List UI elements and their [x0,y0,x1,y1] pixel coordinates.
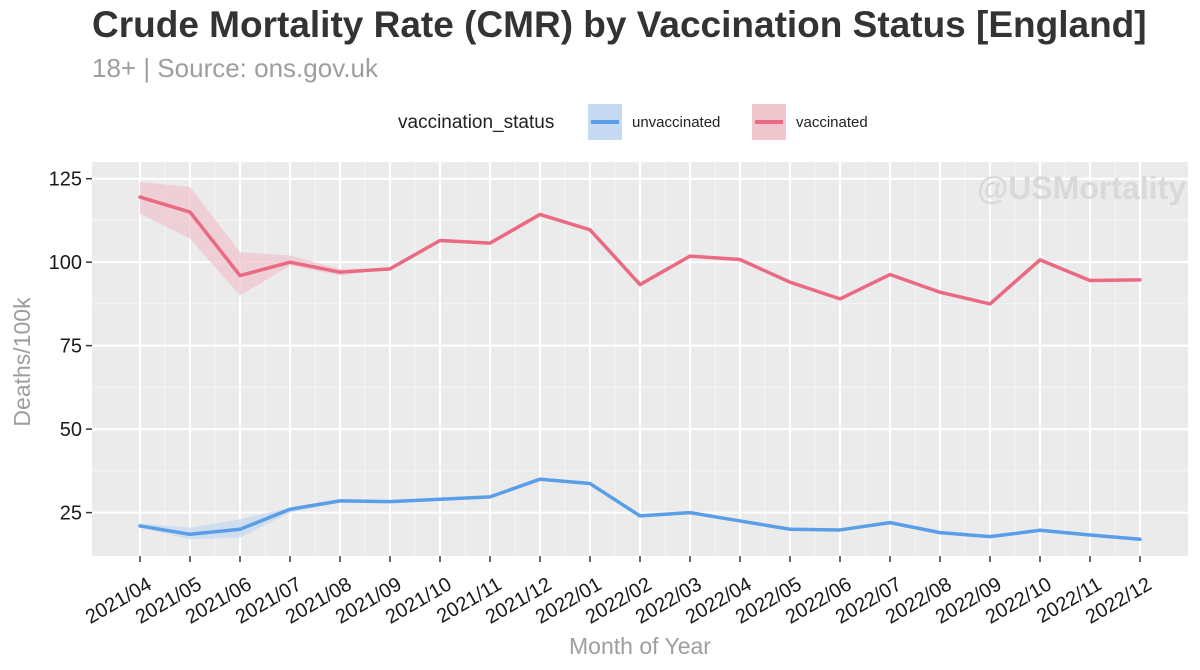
data-point-unvaccinated [438,497,442,501]
data-point-vaccinated [988,302,992,306]
data-point-unvaccinated [588,482,592,486]
y-tick-label: 25 [60,503,82,525]
legend-key-unvaccinated [588,104,622,140]
ci-band-vaccinated [140,182,1140,304]
chart-title: Crude Mortality Rate (CMR) by Vaccinatio… [92,4,1147,45]
data-point-unvaccinated [838,528,842,532]
data-point-vaccinated [538,212,542,216]
y-tick-label: 125 [49,169,82,191]
ci-band-unvaccinated [140,479,1140,540]
data-point-unvaccinated [1088,533,1092,537]
x-axis-label: Month of Year [569,633,711,659]
data-point-unvaccinated [538,477,542,481]
data-point-vaccinated [438,238,442,242]
data-point-vaccinated [1138,278,1142,282]
data-point-vaccinated [1038,258,1042,262]
data-point-unvaccinated [738,519,742,523]
data-point-unvaccinated [888,521,892,525]
chart-subtitle: 18+ | Source: ons.gov.uk [92,53,378,83]
y-axis: 25 50 75 100 125 [49,169,92,525]
legend-key-vaccinated [752,104,786,140]
data-point-vaccinated [288,260,292,264]
y-tick-label: 100 [49,252,82,274]
data-point-vaccinated [388,267,392,271]
grid-major [92,162,1188,556]
watermark: @USMortality [977,170,1186,206]
data-point-unvaccinated [688,511,692,515]
data-point-vaccinated [338,270,342,274]
legend-label-vaccinated: vaccinated [796,114,868,131]
data-point-vaccinated [188,210,192,214]
data-point-unvaccinated [288,507,292,511]
data-point-unvaccinated [788,527,792,531]
ci-bands [140,182,1140,540]
data-point-vaccinated [588,228,592,232]
data-point-unvaccinated [988,535,992,539]
y-axis-label: Deaths/100k [9,297,35,427]
data-point-unvaccinated [388,500,392,504]
data-point-unvaccinated [1038,528,1042,532]
series-lines [138,195,1142,542]
data-point-vaccinated [788,280,792,284]
y-tick-label: 75 [60,336,82,358]
data-point-unvaccinated [488,495,492,499]
data-point-unvaccinated [338,499,342,503]
data-point-unvaccinated [188,532,192,536]
data-point-vaccinated [488,241,492,245]
data-point-unvaccinated [638,514,642,518]
legend: vaccination_status unvaccinated vaccinat… [0,104,1200,140]
data-point-unvaccinated [938,531,942,535]
data-point-vaccinated [1088,279,1092,283]
data-point-vaccinated [888,273,892,277]
x-axis: 2021/042021/052021/062021/072021/082021/… [82,556,1156,629]
legend-label-unvaccinated: unvaccinated [632,114,721,131]
data-point-vaccinated [938,290,942,294]
data-point-vaccinated [838,297,842,301]
data-point-vaccinated [138,195,142,199]
data-point-vaccinated [738,257,742,261]
data-point-unvaccinated [238,527,242,531]
data-point-vaccinated [238,274,242,278]
data-point-unvaccinated [1138,537,1142,541]
legend-title: vaccination_status [398,112,555,133]
y-tick-label: 50 [60,419,82,441]
data-point-vaccinated [638,283,642,287]
data-point-unvaccinated [138,524,142,528]
data-point-vaccinated [688,254,692,258]
